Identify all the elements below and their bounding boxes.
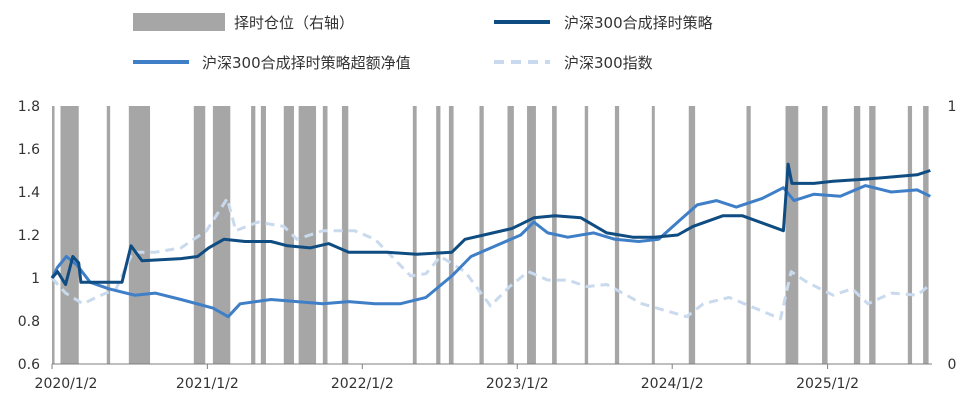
position-bar-27 — [869, 106, 876, 364]
x-tick-label-4: 2024/1/2 — [641, 376, 704, 392]
x-tick-label-1: 2021/1/2 — [176, 376, 239, 392]
series-lines — [50, 162, 932, 321]
y-left-tick-2: 1 — [31, 271, 40, 287]
position-bar-8 — [283, 106, 294, 364]
y-right-tick-0: 0 — [948, 357, 957, 373]
position-bar-28 — [907, 106, 913, 364]
x-tick-label-5: 2025/1/2 — [796, 376, 859, 392]
position-bar-10 — [322, 106, 328, 364]
series-line-0 — [50, 162, 931, 286]
position-bar-24 — [785, 106, 799, 364]
position-bar-13 — [436, 106, 441, 364]
x-tick-label-3: 2023/1/2 — [486, 376, 549, 392]
position-bar-2 — [106, 106, 111, 364]
y-left-tick-6: 1.8 — [18, 99, 40, 115]
y-left-tick-3: 1.2 — [18, 228, 40, 244]
position-bar-23 — [746, 106, 751, 364]
position-bar-22 — [688, 106, 696, 364]
position-bar-26 — [853, 106, 861, 364]
position-bar-1 — [60, 106, 79, 364]
y-right-tick-1: 1 — [948, 99, 957, 115]
x-tick-label-2: 2022/1/2 — [331, 376, 394, 392]
x-tick-label-0: 2020/1/2 — [35, 376, 98, 392]
position-bar-7 — [260, 106, 266, 364]
y-left-tick-1: 0.8 — [18, 314, 40, 330]
position-bar-16 — [507, 106, 514, 364]
legend-label-excess: 沪深300合成择时策略超额净值 — [202, 54, 411, 72]
legend-label-position: 择时仓位（右轴） — [234, 14, 354, 32]
series-line-2 — [50, 196, 932, 321]
y-left-tick-4: 1.4 — [18, 185, 40, 201]
legend-label-index: 沪深300指数 — [564, 54, 653, 72]
axes: 0.6 0.8 1 1.2 1.4 1.6 1.8 0 1 2020/1/2 2021/1/2 202… — [18, 99, 957, 392]
position-bar-6 — [251, 106, 256, 364]
position-bar-12 — [412, 106, 417, 364]
position-bar-17 — [527, 106, 536, 364]
position-bar-5 — [212, 106, 231, 364]
position-bar-3 — [128, 106, 151, 364]
position-bar-29 — [923, 106, 929, 364]
y-left-tick-5: 1.6 — [18, 142, 40, 158]
position-bar-11 — [341, 106, 349, 364]
series-line-1 — [50, 184, 931, 319]
position-bar-14 — [448, 106, 454, 364]
position-bar-21 — [651, 106, 655, 364]
y-left-tick-0: 0.6 — [18, 357, 40, 373]
position-bar-25 — [822, 106, 828, 364]
legend: 择时仓位（右轴） 沪深300合成择时策略 沪深300合成择时策略超额净值 沪深3… — [133, 13, 713, 72]
legend-label-strategy: 沪深300合成择时策略 — [564, 14, 713, 32]
position-bar-0 — [52, 106, 55, 364]
legend-swatch-position — [133, 13, 225, 31]
